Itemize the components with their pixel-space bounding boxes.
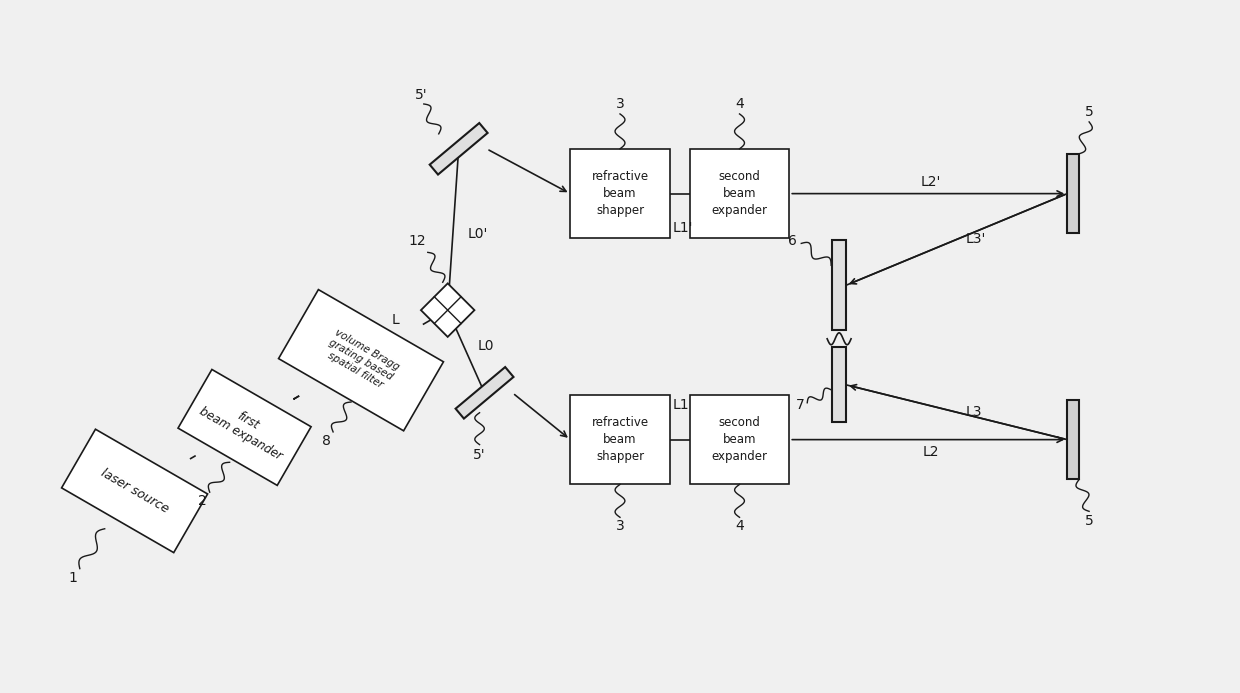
- Bar: [62, 429, 207, 552]
- Text: 12: 12: [408, 234, 425, 248]
- Text: 6: 6: [789, 234, 797, 248]
- Text: L1': L1': [673, 222, 693, 236]
- Bar: [1068, 400, 1079, 480]
- Text: L0: L0: [479, 340, 495, 353]
- Text: 5: 5: [1085, 105, 1094, 119]
- Text: 3: 3: [615, 519, 625, 534]
- Text: 5: 5: [1085, 514, 1094, 528]
- Text: L2': L2': [920, 175, 941, 188]
- Text: 5': 5': [474, 448, 486, 462]
- Text: 5': 5': [414, 88, 427, 102]
- Text: L3': L3': [966, 232, 986, 247]
- Bar: [832, 240, 846, 330]
- Bar: [455, 367, 513, 419]
- Text: refractive
beam
shapper: refractive beam shapper: [591, 416, 649, 463]
- Text: 3: 3: [615, 97, 625, 111]
- Bar: [420, 283, 475, 337]
- Text: 4: 4: [735, 97, 744, 111]
- Bar: [430, 123, 487, 175]
- Bar: [689, 149, 790, 238]
- Text: L: L: [392, 313, 399, 327]
- Text: volume Bragg
grating based
spatial filter: volume Bragg grating based spatial filte…: [321, 328, 401, 393]
- Text: first
beam expander: first beam expander: [197, 392, 291, 463]
- Text: 4: 4: [735, 519, 744, 534]
- Text: L1: L1: [673, 398, 689, 412]
- Text: L3: L3: [966, 405, 982, 419]
- Text: 8: 8: [322, 434, 331, 448]
- Bar: [279, 290, 444, 431]
- Text: second
beam
expander: second beam expander: [712, 170, 768, 217]
- Text: 7: 7: [796, 398, 805, 412]
- Bar: [1068, 154, 1079, 234]
- Text: laser source: laser source: [98, 466, 171, 516]
- Text: L2: L2: [923, 445, 939, 459]
- Bar: [570, 395, 670, 484]
- Text: refractive
beam
shapper: refractive beam shapper: [591, 170, 649, 217]
- Bar: [570, 149, 670, 238]
- Bar: [832, 347, 846, 422]
- Text: second
beam
expander: second beam expander: [712, 416, 768, 463]
- Text: 1: 1: [68, 570, 77, 585]
- Text: L0': L0': [469, 227, 489, 241]
- Bar: [689, 395, 790, 484]
- Text: 2: 2: [198, 494, 207, 508]
- Bar: [179, 369, 311, 485]
